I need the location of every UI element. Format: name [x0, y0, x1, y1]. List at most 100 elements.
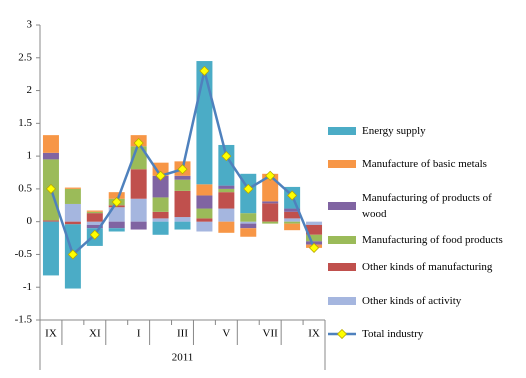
bar-segment	[42, 220, 59, 222]
bar-segment	[152, 162, 169, 176]
bar-segment	[174, 190, 191, 218]
bar-segment	[240, 213, 257, 222]
bar-segment	[42, 221, 59, 276]
y-tick-label: 1	[27, 150, 33, 162]
bar-segment	[108, 221, 125, 229]
legend-item: Manufacturing of food products	[328, 232, 524, 248]
legend-item: Other kinds of manufacturing	[328, 259, 524, 275]
bar-segment	[196, 208, 213, 219]
x-tick-label: I	[137, 328, 141, 340]
bar-segment	[152, 175, 169, 198]
bar-segment	[174, 221, 191, 230]
line-marker	[67, 249, 78, 260]
legend-item: Manufacture of basic metals	[328, 156, 524, 172]
legend-swatch	[328, 127, 356, 135]
bar-segment	[196, 61, 213, 185]
bar-segment	[240, 221, 257, 224]
bar-segment	[64, 188, 81, 204]
bar-segment	[64, 187, 81, 189]
bar-segment	[108, 192, 125, 199]
bar-segment	[174, 217, 191, 222]
bar-segment	[196, 195, 213, 209]
bar-segment	[86, 221, 103, 225]
bar-segment	[174, 175, 191, 180]
legend-item: Manufacturing of products of wood	[328, 190, 524, 222]
bar-segment	[42, 135, 59, 153]
bar-segment	[86, 213, 103, 222]
bar-segment	[284, 208, 301, 212]
bar-segment	[108, 228, 125, 232]
legend-label: Total industry	[362, 328, 424, 340]
y-tick-label: 0	[27, 215, 33, 227]
line-marker	[265, 170, 276, 181]
y-tick-label: 3	[27, 19, 33, 31]
bar-segment	[240, 223, 257, 229]
bar-segment	[218, 185, 235, 189]
bar-segment	[174, 179, 191, 191]
legend-swatch	[328, 236, 356, 244]
y-tick-label: 1.5	[18, 117, 32, 129]
bar-segment	[262, 201, 279, 204]
bar-segment	[262, 221, 279, 224]
bar-segment	[152, 197, 169, 212]
legend-swatch	[328, 297, 356, 305]
legend-item: Total industry	[328, 326, 524, 342]
line-marker	[243, 183, 254, 194]
bar-segment	[64, 203, 81, 222]
legend-label: Manufacture of basic metals	[362, 158, 487, 170]
bar-segment	[86, 224, 103, 229]
bar-segment	[284, 218, 301, 222]
bar-segment	[196, 218, 213, 222]
legend-item: Energy supply	[328, 123, 524, 139]
x-tick-label: IX	[45, 328, 57, 340]
bar-segment	[130, 221, 147, 230]
y-tick-label: -1.5	[15, 314, 33, 326]
legend-item: Other kinds of activity	[328, 293, 524, 309]
x-tick-label: III	[177, 328, 188, 340]
bar-segment	[86, 211, 103, 214]
y-tick-label: 2.5	[18, 51, 32, 63]
line-marker	[89, 229, 100, 240]
legend-swatch	[328, 329, 356, 339]
legend-label: Other kinds of manufacturing	[362, 261, 493, 273]
y-tick-label: 0.5	[18, 182, 32, 194]
bar-segment	[130, 198, 147, 222]
bar-segment	[152, 221, 169, 235]
bar-segment	[108, 207, 125, 222]
y-tick-label: -0.5	[15, 248, 33, 260]
line-marker	[133, 137, 144, 149]
bar-segment	[196, 184, 213, 196]
line-marker	[287, 190, 298, 201]
bar-segment	[262, 203, 279, 222]
bar-segment	[152, 211, 169, 219]
bar-segment	[218, 188, 235, 193]
line-marker	[155, 170, 166, 181]
legend-swatch	[328, 202, 356, 210]
line-marker	[177, 164, 188, 175]
y-tick-label: -1	[23, 281, 32, 293]
bar-segment	[196, 221, 213, 232]
bar-segment	[306, 221, 323, 225]
bar-segment	[152, 218, 169, 222]
legend-label: Manufacturing of products of wood	[362, 192, 492, 220]
bar-segment	[284, 211, 301, 219]
bar-segment	[240, 228, 257, 237]
bar-segment	[218, 192, 235, 209]
line-marker	[111, 196, 122, 208]
legend-label: Other kinds of activity	[362, 295, 462, 307]
x-tick-label: VII	[263, 328, 279, 340]
legend-label: Manufacturing of food products	[362, 234, 503, 246]
bar-segment	[218, 221, 235, 233]
x-tick-label: IX	[308, 328, 320, 340]
legend-swatch	[328, 160, 356, 168]
y-tick-label: 2	[27, 84, 33, 96]
bar-segment	[284, 223, 301, 231]
bar-segment	[86, 210, 103, 212]
bar-segment	[42, 152, 59, 160]
x-tick-label: V	[222, 328, 230, 340]
legend-label: Energy supply	[362, 125, 426, 137]
bar-segment	[284, 221, 301, 224]
legend-swatch	[328, 263, 356, 271]
bar-segment	[64, 221, 81, 225]
